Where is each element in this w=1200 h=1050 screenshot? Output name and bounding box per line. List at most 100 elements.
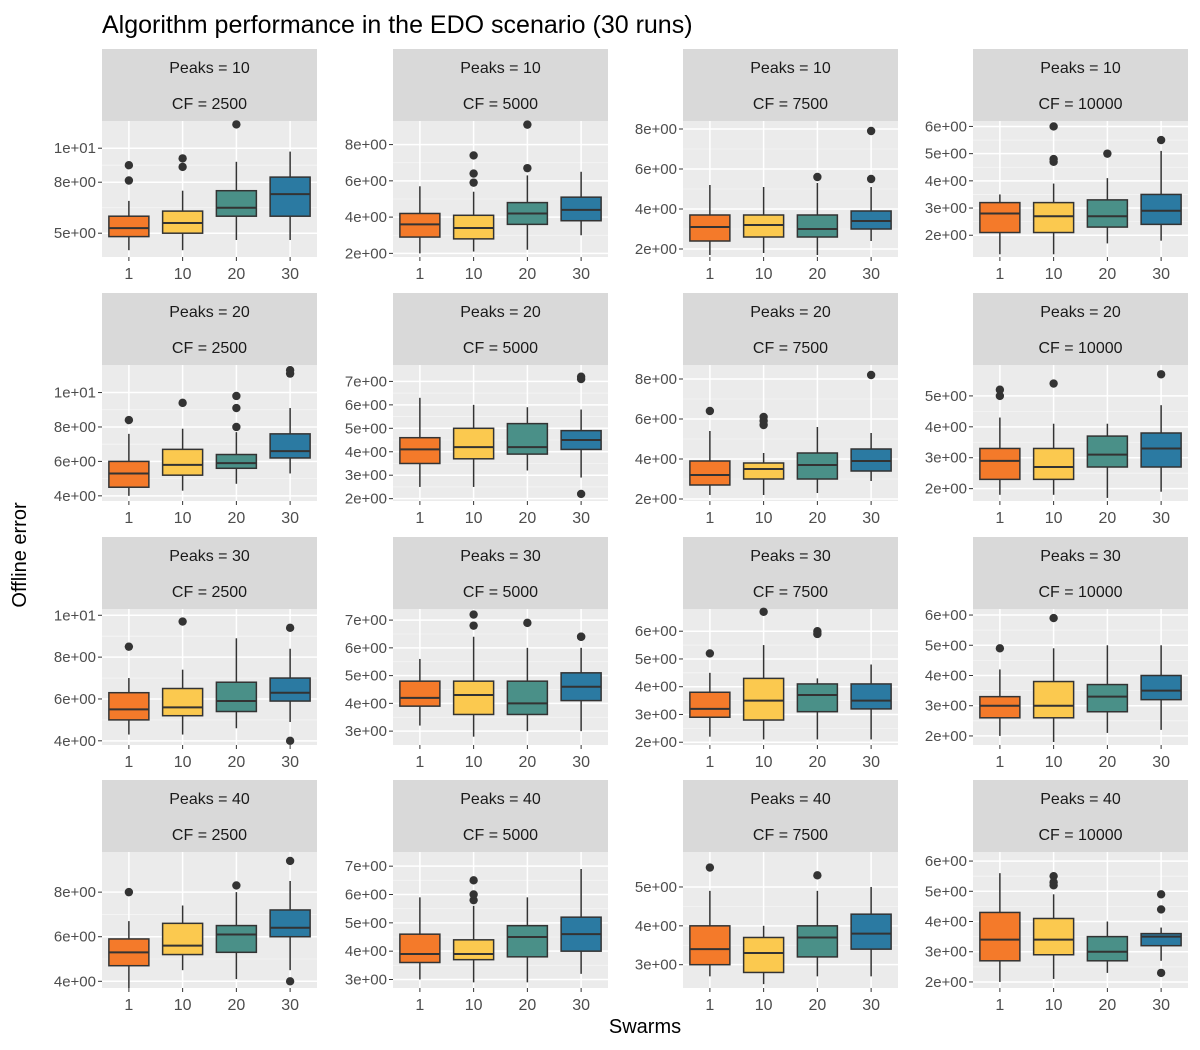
y-tick-label: 6e+00: [635, 411, 677, 428]
facet-strip: [393, 780, 608, 816]
box-swarms-1: [399, 186, 441, 254]
box-swarms-10: [1032, 122, 1075, 255]
box-swarms-30: [1140, 370, 1182, 492]
y-tick-label: 3e+00: [925, 944, 967, 961]
box-body: [1086, 435, 1129, 468]
y-tick-label: 2e+00: [635, 734, 677, 751]
box-swarms-30: [269, 365, 311, 474]
outlier-point: [285, 856, 295, 866]
y-tick-label: 5e+00: [345, 668, 387, 685]
box-body: [1086, 683, 1129, 713]
strip-label: CF = 2500: [172, 827, 247, 844]
facet-strip: [683, 780, 898, 816]
strip-label: CF = 5000: [463, 827, 538, 844]
y-tick-label: 5e+00: [925, 883, 967, 900]
y-tick-label: 2e+00: [635, 491, 677, 508]
facet-strip: [683, 573, 898, 609]
x-tick-label: 10: [755, 754, 773, 771]
box-body: [1032, 201, 1075, 234]
box-swarms-1: [979, 385, 1021, 495]
x-tick-label: 20: [1098, 510, 1116, 527]
outlier-point: [1156, 905, 1166, 914]
box-swarms-1: [979, 194, 1021, 255]
x-tick-label: 10: [174, 266, 192, 283]
outlier-point: [705, 863, 715, 872]
x-tick-label: 1: [415, 754, 424, 771]
plot-background: [973, 121, 1188, 257]
y-tick-label: 7e+00: [345, 373, 387, 390]
box-body: [161, 687, 204, 717]
outlier-point: [1156, 890, 1166, 899]
y-tick-label: 4e+00: [54, 488, 96, 505]
outlier-point: [759, 412, 768, 422]
y-tick-label: 6e+00: [925, 118, 967, 135]
facet-strip: [393, 85, 608, 121]
y-tick-label: 8e+00: [54, 649, 96, 666]
outlier-point: [469, 169, 478, 178]
y-tick-label: 6e+00: [54, 453, 96, 470]
facet-panel-16: Peaks = 40 CF = 10000 2e+00 3e+00 4e+00 5e+00…: [925, 780, 1188, 1014]
box-swarms-10: [1032, 871, 1075, 979]
x-tick-label: 30: [1152, 510, 1170, 527]
facet-strip: [973, 85, 1188, 121]
facet-strip: [393, 293, 608, 329]
y-tick-label: 7e+00: [345, 612, 387, 629]
box-swarms-30: [850, 886, 892, 977]
outlier-point: [469, 178, 478, 187]
box-body: [506, 422, 549, 455]
box-body: [161, 922, 204, 956]
box-swarms-10: [161, 905, 204, 971]
box-body: [1140, 674, 1182, 701]
box-swarms-20: [796, 172, 839, 255]
outlier-point: [124, 176, 134, 185]
outlier-point: [866, 174, 876, 184]
strip-label: CF = 10000: [1038, 340, 1122, 357]
facet-panel-15: Peaks = 40 CF = 7500 3e+00 4e+00 5e+00 1 10 20 3…: [635, 780, 898, 1014]
y-tick-label: 4e+00: [925, 667, 967, 684]
box-swarms-10: [1032, 379, 1075, 495]
outlier-point: [1049, 871, 1058, 881]
box-body: [689, 925, 731, 966]
outlier-point: [124, 161, 134, 170]
facet-panel-4: Peaks = 10 CF = 10000 2e+00 3e+00 4e+00 5e+00…: [925, 49, 1188, 283]
x-tick-label: 20: [1098, 997, 1116, 1014]
x-tick-label: 20: [808, 754, 826, 771]
outlier-point: [178, 162, 187, 172]
box-swarms-20: [215, 881, 258, 980]
y-tick-label: 4e+00: [345, 209, 387, 226]
y-tick-label: 2e+00: [345, 491, 387, 508]
facet-strip: [393, 537, 608, 573]
x-tick-label: 30: [572, 997, 590, 1014]
x-tick-label: 10: [465, 997, 483, 1014]
box-swarms-30: [560, 171, 602, 236]
y-tick-label: 6e+00: [925, 853, 967, 870]
facet-strip: [102, 49, 317, 85]
x-tick-label: 10: [1045, 266, 1063, 283]
strip-label: Peaks = 40: [1040, 791, 1121, 808]
box-swarms-30: [1140, 645, 1182, 730]
box-body: [506, 924, 549, 958]
y-tick-label: 4e+00: [54, 733, 96, 750]
y-tick-label: 2e+00: [925, 227, 967, 244]
x-tick-label: 20: [227, 754, 245, 771]
x-tick-label: 30: [1152, 266, 1170, 283]
x-tick-label: 30: [281, 266, 299, 283]
strip-label: Peaks = 20: [1040, 304, 1121, 321]
box-swarms-10: [742, 607, 785, 740]
box-swarms-10: [742, 925, 785, 985]
outlier-point: [1049, 379, 1058, 388]
box-swarms-1: [979, 644, 1021, 736]
outlier-point: [1156, 370, 1166, 379]
x-tick-label: 20: [518, 266, 536, 283]
x-tick-label: 10: [755, 266, 773, 283]
y-axis-label: Offline error: [9, 502, 31, 608]
box-swarms-20: [1086, 921, 1129, 973]
y-tick-label: 7e+00: [345, 858, 387, 875]
strip-label: Peaks = 10: [750, 60, 831, 77]
y-tick-label: 6e+00: [54, 691, 96, 708]
facet-panel-10: Peaks = 30 CF = 5000 3e+00 4e+00 5e+00 6e+00 7…: [345, 537, 608, 771]
strip-label: CF = 5000: [463, 96, 538, 113]
y-tick-label: 5e+00: [54, 225, 96, 242]
outlier-point: [232, 120, 241, 129]
outlier-point: [813, 172, 822, 182]
